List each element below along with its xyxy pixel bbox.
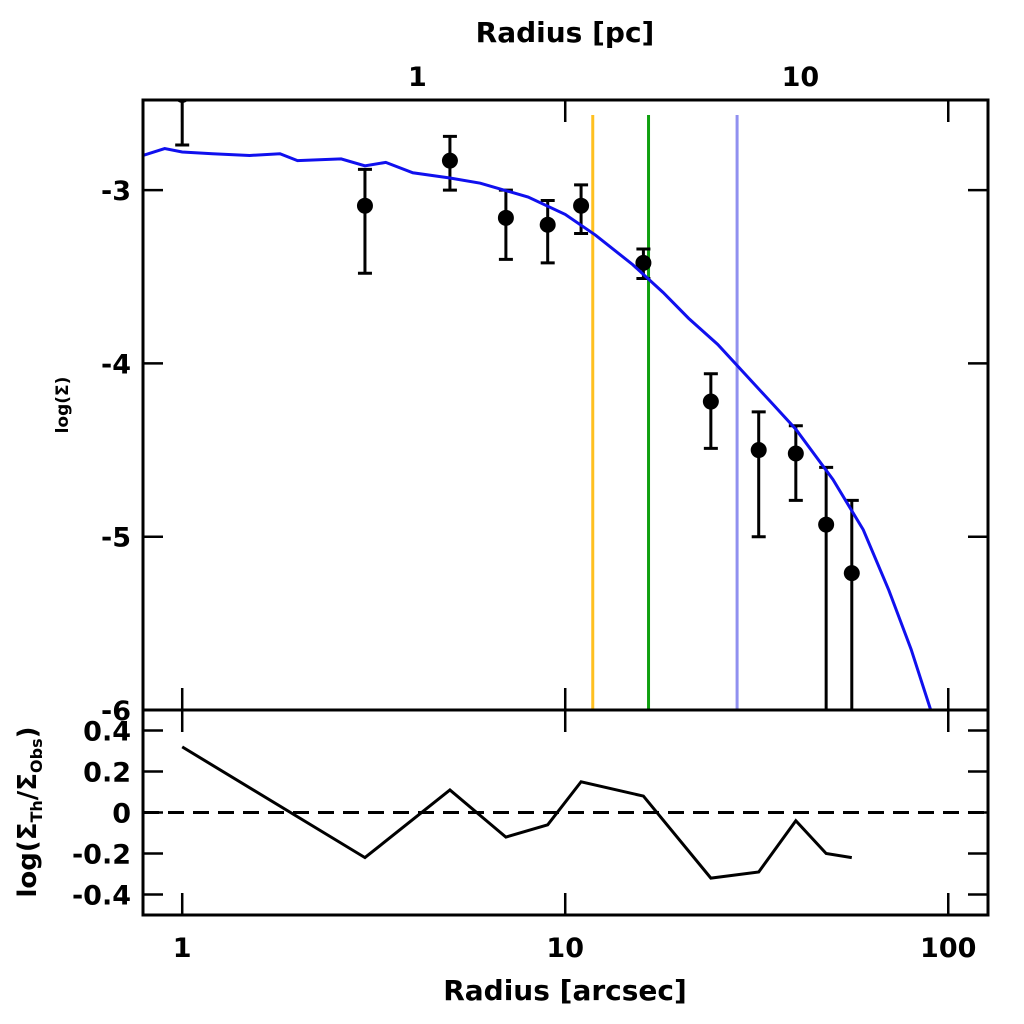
residual-y-label: log(ΣTh/ΣObs) (13, 726, 46, 897)
label-part: log(Σ (13, 823, 43, 898)
y-tick-label: 0.4 (83, 717, 131, 748)
top-tick-label: 10 (782, 62, 820, 93)
x-axis-label: Radius [arcsec] (443, 974, 687, 1007)
error-bar (751, 410, 766, 539)
data-point (539, 216, 556, 233)
plot-area (143, 745, 988, 880)
y-tick-label: -5 (101, 523, 131, 554)
top-axis-label: Radius [pc] (476, 16, 655, 49)
label-part: ) (13, 726, 43, 738)
y-tick-label: 0.2 (83, 758, 131, 789)
data-point (497, 209, 514, 226)
data-point (573, 197, 590, 214)
y-tick-label: 0 (112, 799, 131, 830)
data-point (635, 254, 652, 271)
label-sub: Th (27, 800, 46, 822)
x-tick-label: 10 (546, 933, 584, 964)
plot-area (143, 100, 933, 710)
label-sub: Obs (27, 738, 46, 773)
data-point (441, 152, 458, 169)
data-point (843, 565, 860, 582)
error-bar (819, 465, 834, 710)
data-point (787, 445, 804, 462)
y-axis-label: log(Σ) (53, 377, 73, 434)
x-tick-label: 100 (920, 933, 976, 964)
y-tick-label: -0.2 (72, 840, 131, 871)
data-point (818, 516, 835, 533)
plot-frame (141, 98, 990, 712)
label-part: /Σ (13, 773, 43, 800)
model-curve (143, 146, 933, 710)
top-tick-label: 1 (408, 62, 427, 93)
data-point (750, 442, 767, 459)
x-tick-label: 1 (173, 933, 192, 964)
y-tick-label: -3 (101, 176, 131, 207)
error-bar (357, 167, 372, 275)
error-bar (703, 372, 718, 450)
y-tick-label: -0.4 (72, 881, 131, 912)
plot-frame (141, 708, 990, 917)
data-point (356, 197, 373, 214)
residual-line (181, 745, 853, 880)
data-point (702, 393, 719, 410)
y-tick-label: -4 (101, 349, 131, 380)
y-tick-label: -6 (101, 696, 131, 727)
